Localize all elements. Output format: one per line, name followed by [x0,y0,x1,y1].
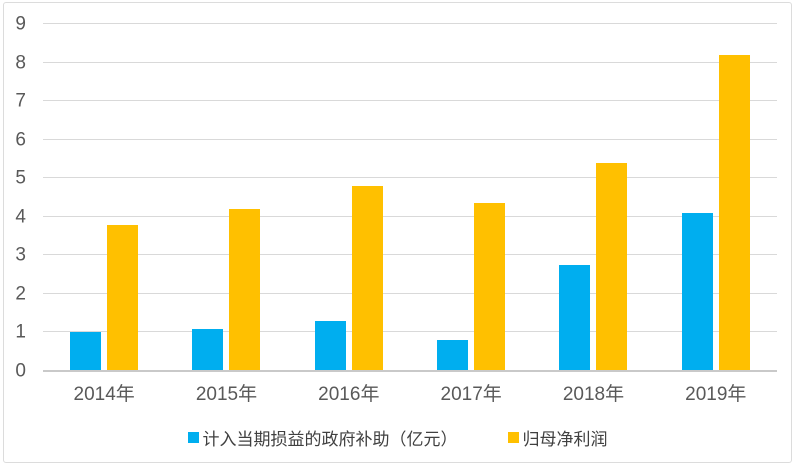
bar-series2-2016年 [351,185,383,371]
x-axis: 2014年 2015年 2016年 2017年 2018年 2019年 [43,379,777,406]
gridline-y-6 [43,138,777,140]
y-tick-label-9: 9 [15,13,26,35]
x-axis-line [43,370,777,372]
bar-group-2017年 [410,24,532,371]
legend-item-2: 归母净利润 [507,425,608,450]
y-tick-label-4: 4 [15,206,26,228]
bar-series1-2018年 [559,264,591,371]
bar-series2-2015年 [229,209,261,371]
plot-area [43,23,777,372]
y-tick-label-7: 7 [15,90,26,112]
bar-series1-2016年 [314,320,346,371]
bar-series2-2014年 [107,224,139,371]
y-tick-label-3: 3 [15,244,26,266]
bar-series1-2017年 [437,340,469,371]
bar-group-2019年 [655,24,777,371]
legend: 计入当期损益的政府补助（亿元） 归母净利润 [4,425,791,450]
bar-series2-2018年 [596,162,628,371]
x-tick-label-2014年: 2014年 [73,384,135,405]
chart-frame: 0 1 2 3 4 5 6 7 8 9 2014年 2015年 2016年 2017年 2018年 2019… [3,2,792,463]
x-tick-label-2017年: 2017年 [440,384,502,405]
legend-item-1: 计入当期损益的政府补助（亿元） [187,425,458,450]
y-tick-label-5: 5 [15,167,26,189]
gridline-y-5 [43,177,777,179]
gridline-y-7 [43,100,777,102]
gridline-y-3 [43,254,777,256]
bar-series1-2014年 [70,332,102,371]
gridline-y-1 [43,331,777,333]
gridline-y-9 [43,23,777,24]
gridline-y-4 [43,215,777,217]
bar-group-2014年 [43,24,165,371]
x-tick-label-2019年: 2019年 [685,384,747,405]
bar-series1-2015年 [192,328,224,371]
bar-group-2016年 [288,24,410,371]
legend-marker-icon [507,432,519,443]
legend-label: 计入当期损益的政府补助（亿元） [202,430,458,449]
gridline-y-2 [43,292,777,294]
x-tick-label-2018年: 2018年 [562,384,625,405]
bar-series1-2019年 [681,212,713,371]
y-tick-label-1: 1 [15,321,26,343]
bar-groups-container [43,24,777,371]
bar-series2-2019年 [718,54,750,371]
y-tick-label-8: 8 [15,52,26,74]
y-tick-label-6: 6 [15,129,26,151]
y-axis: 0 1 2 3 4 5 6 7 8 9 [4,15,32,381]
x-tick-label-2016年: 2016年 [318,384,380,405]
y-tick-label-0: 0 [15,360,26,382]
bar-series2-2017年 [474,203,506,371]
x-tick-label-2015年: 2015年 [195,384,258,405]
bar-group-2015年 [165,24,287,371]
bar-group-2018年 [532,24,654,371]
y-tick-label-2: 2 [15,283,26,305]
gridline-y-8 [43,61,777,63]
legend-marker-icon [187,432,199,443]
legend-label: 归母净利润 [522,430,608,449]
